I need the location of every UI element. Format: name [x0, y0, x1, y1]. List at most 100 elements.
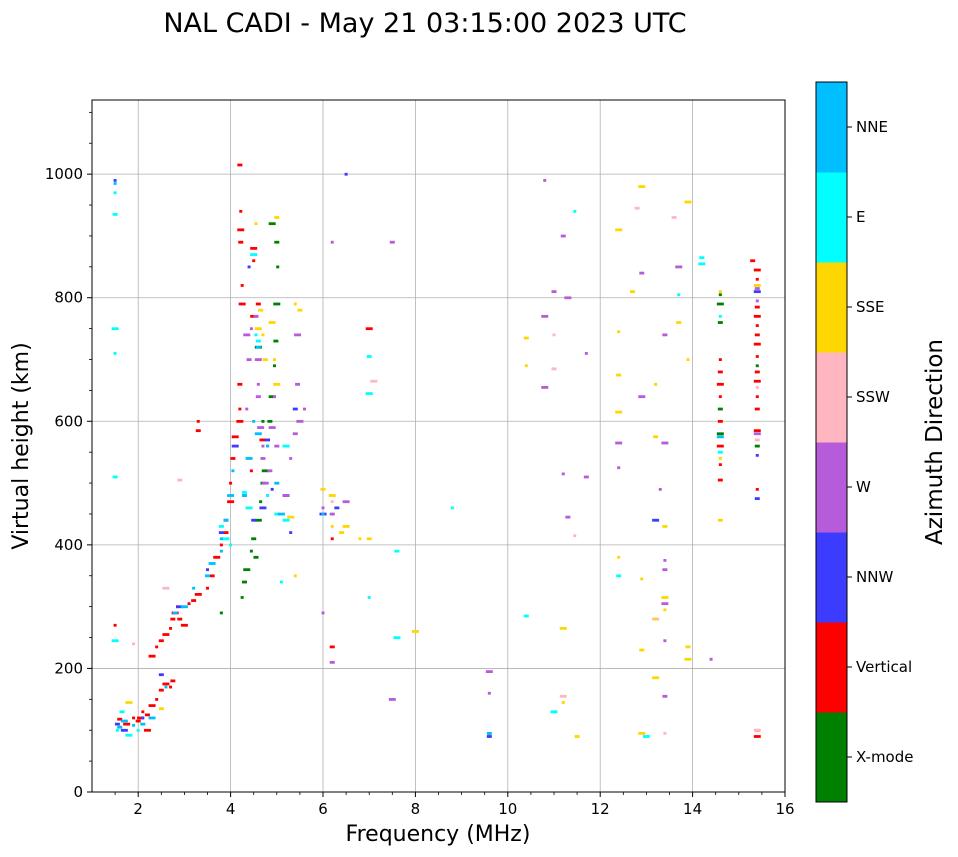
echo-point [365, 392, 373, 395]
echo-point [684, 657, 692, 661]
echo-point [136, 728, 140, 732]
echo-point [140, 722, 146, 726]
echo-point [663, 639, 667, 643]
echo-point [282, 518, 290, 522]
echo-point [219, 543, 223, 547]
echo-point [289, 457, 293, 460]
echo-point [231, 469, 235, 473]
echo-point [155, 698, 159, 701]
echo-point [661, 441, 669, 445]
echo-point [243, 568, 251, 572]
echo-point [675, 265, 683, 269]
echo-point [252, 419, 256, 423]
echo-point [654, 382, 658, 386]
echo-point [238, 240, 244, 244]
echo-point [273, 382, 281, 386]
echo-point [241, 580, 247, 584]
echo-point [177, 478, 183, 482]
x-tick-label: 14 [683, 800, 702, 818]
colorbar-segment [816, 712, 847, 803]
echo-point [561, 472, 565, 476]
colorbar-title: Azimuth Direction [922, 339, 948, 545]
echo-point [330, 525, 334, 528]
echo-point [158, 673, 164, 677]
echo-point [718, 457, 722, 460]
y-tick-label: 600 [54, 412, 83, 430]
echo-point [260, 457, 266, 460]
echo-point [583, 475, 589, 479]
echo-point [754, 497, 760, 501]
echo-point [486, 732, 492, 735]
echo-point [755, 386, 759, 389]
echo-point [272, 358, 276, 361]
echo-point [245, 506, 253, 510]
echo-point [662, 694, 668, 698]
echo-point [524, 364, 528, 368]
echo-point [180, 623, 188, 627]
echo-point [718, 463, 722, 467]
echo-point [367, 596, 371, 599]
echo-point [662, 525, 668, 528]
echo-point [754, 333, 760, 337]
x-axis-label: Frequency (MHz) [346, 822, 531, 847]
echo-point [574, 735, 580, 738]
echo-point [617, 330, 621, 334]
echo-point [755, 277, 759, 281]
echo-point [716, 382, 724, 386]
echo-point [750, 259, 756, 263]
echo-point [584, 352, 588, 355]
echo-point [113, 352, 117, 355]
echo-point [219, 611, 223, 615]
echo-point [754, 287, 760, 290]
echo-point [551, 290, 557, 294]
echo-point [206, 586, 209, 590]
echo-point [123, 722, 131, 726]
echo-point [297, 308, 303, 312]
echo-point [564, 296, 572, 300]
echo-point [755, 395, 759, 399]
echo-point [253, 555, 259, 559]
echo-point [662, 333, 668, 337]
echo-point [753, 284, 761, 287]
echo-point [155, 645, 159, 649]
echo-point [753, 314, 761, 318]
echo-point [261, 444, 265, 448]
echo-point [259, 500, 263, 504]
echo-point [243, 333, 251, 337]
echo-point [541, 386, 549, 389]
echo-point [238, 407, 242, 411]
colorbar-label: Vertical [856, 658, 912, 676]
echo-point [268, 426, 276, 429]
echo-point [411, 630, 419, 633]
echo-point [616, 574, 622, 578]
echo-point [250, 253, 258, 256]
echo-point [141, 710, 145, 714]
colorbar-segment [816, 262, 847, 353]
echo-point [321, 506, 325, 510]
echo-point [120, 719, 128, 723]
echo-point [254, 358, 262, 361]
echo-point [158, 639, 164, 643]
echo-point [370, 379, 378, 383]
echo-point [344, 172, 348, 176]
echo-point [303, 407, 307, 411]
colorbar-segment [816, 352, 847, 443]
echo-point [249, 327, 253, 331]
x-tick-label: 2 [133, 800, 143, 818]
echo-point [450, 506, 454, 510]
y-tick-label: 0 [73, 783, 83, 801]
colorbar-label: X-mode [856, 748, 913, 766]
echo-point [229, 543, 233, 547]
echo-point [251, 537, 257, 541]
echo-point [292, 432, 298, 436]
chart-title: NAL CADI - May 21 03:15:00 2023 UTC [163, 8, 686, 39]
data-points [111, 163, 761, 738]
echo-point [240, 284, 244, 287]
y-tick-label: 200 [54, 659, 83, 677]
echo-point [717, 407, 723, 411]
echo-point [329, 512, 335, 516]
echo-point [287, 515, 295, 519]
x-tick-label: 8 [411, 800, 421, 818]
echo-point [279, 580, 283, 584]
echo-point [274, 240, 280, 244]
